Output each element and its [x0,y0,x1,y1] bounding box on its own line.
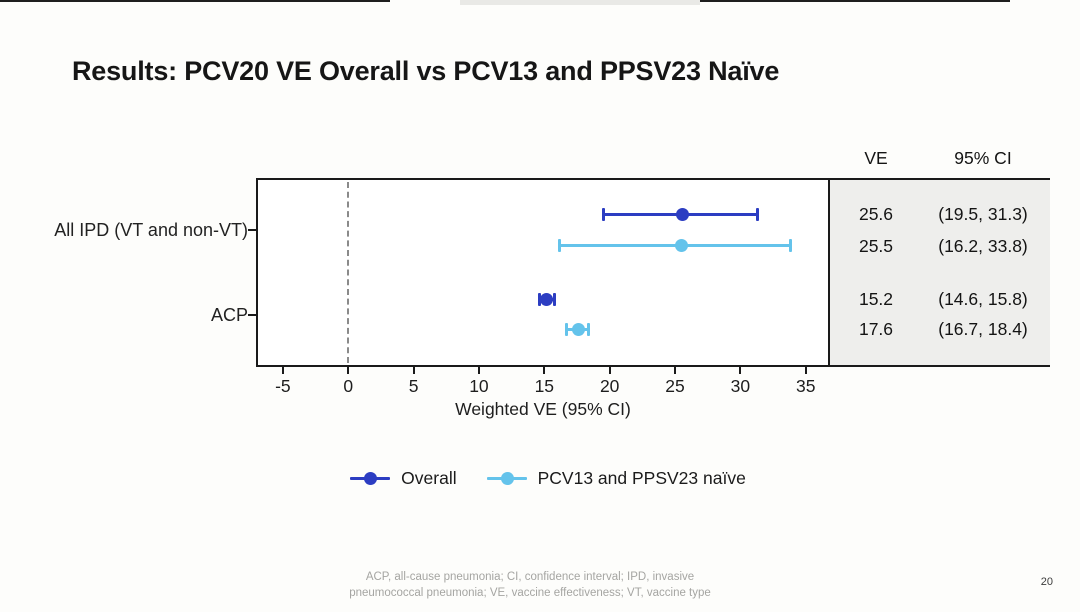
footnote-line-2: pneumococcal pneumonia; VE, vaccine effe… [349,587,711,599]
x-tick-mark [347,367,350,374]
legend-label-overall: Overall [401,468,457,488]
ci-value: (14.6, 15.8) [938,289,1028,309]
table-header-ci: 95% CI [954,148,1012,168]
page-number: 20 [1040,576,1053,588]
x-tick-mark [804,367,807,374]
legend-item-naive: PCV13 and PPSV23 naïve [486,468,746,489]
zero-reference-line [347,182,350,363]
legend-item-overall: Overall [350,468,457,489]
ci-value: (16.7, 18.4) [938,319,1028,339]
ci-value: (19.5, 31.3) [938,204,1028,224]
plot-area [256,178,830,367]
footnote-line-1: ACP, all-cause pneumonia; CI, confidence… [365,571,695,583]
naive-errorbar-icon [486,472,527,485]
x-tick-mark [674,367,677,374]
top-edge-gray-strip [460,0,700,5]
x-axis-title: Weighted VE (95% CI) [455,399,631,419]
x-tick-mark [739,367,742,374]
x-tick-label-0: 0 [343,376,354,396]
x-tick-label-10: 10 [469,376,489,396]
x-tick-mark [281,367,284,374]
x-tick-label-30: 30 [730,376,751,396]
y-axis-label-acp: ACP [210,305,248,325]
x-tick-mark [412,367,415,374]
x-tick-mark [477,367,480,374]
x-tick-mark [543,367,546,374]
legend-label-naive: PCV13 and PPSV23 naïve [537,468,746,488]
results-table: 25.6 (19.5, 31.3) 25.5 (16.2, 33.8) 15.2 (14.… [830,178,1050,367]
ve-value: 25.5 [858,235,894,256]
x-tick-label-35: 35 [796,376,816,396]
ve-value: 15.2 [858,289,894,309]
table-header-row: VE 95% CI [830,148,1050,170]
table-row-4: 17.6 (16.7, 18.4) [830,318,1050,340]
x-tick-label--5: -5 [275,376,291,396]
x-tick-label-15: 15 [534,376,555,396]
x-tick-label-5: 5 [408,376,419,396]
footnote: ACP, all-cause pneumonia; CI, confidence… [0,569,1070,601]
y-tick-all-ipd [248,229,256,231]
y-tick-acp [248,314,256,316]
x-tick-label-20: 20 [599,376,620,396]
table-header-ve: VE [864,148,888,168]
x-axis: -5 0 5 10 15 20 25 30 35 [258,367,828,407]
top-edge-line-right [700,0,1010,2]
ve-value: 17.6 [858,319,894,339]
x-tick-label-25: 25 [665,376,685,396]
ci-value: (16.2, 33.8) [938,235,1028,256]
slide-title: Results: PCV20 VE Overall vs PCV13 and P… [72,56,780,86]
top-edge-line-left [0,0,390,2]
overall-errorbar-icon [350,472,391,485]
legend: Overall PCV13 and PPSV23 naïve [8,468,1080,489]
x-tick-mark [608,367,611,374]
table-row-2: 25.5 (16.2, 33.8) [830,235,1050,257]
y-axis-label-all-ipd: All IPD (VT and non-VT) [54,220,248,240]
table-row-3: 15.2 (14.6, 15.8) [830,288,1050,310]
table-row-1: 25.6 (19.5, 31.3) [830,203,1050,225]
ve-value: 25.6 [858,204,894,224]
